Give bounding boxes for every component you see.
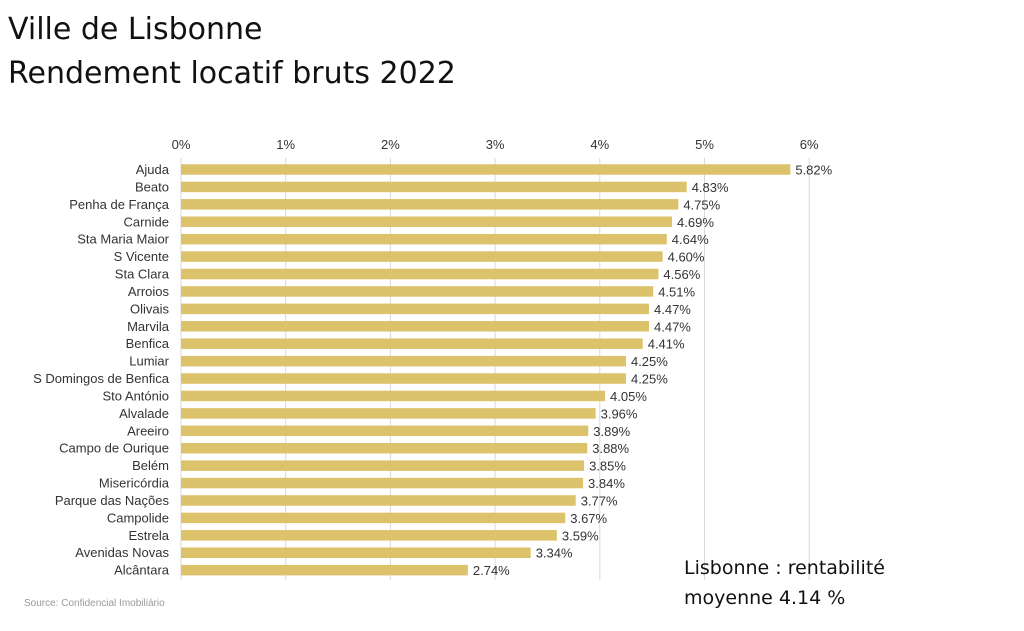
average-yield-note-line-2: moyenne 4.14 % [684, 587, 846, 609]
value-label: 4.47% [654, 302, 691, 317]
bar [181, 268, 659, 280]
value-label: 3.59% [562, 528, 599, 543]
bar [181, 495, 576, 506]
x-tick-label: 6% [800, 137, 819, 152]
value-label: 3.34% [536, 546, 573, 561]
category-label: S Domingos de Benfica [33, 371, 170, 386]
category-label: Areeiro [127, 423, 169, 438]
value-label: 4.41% [648, 337, 685, 352]
category-label: Beato [135, 179, 169, 194]
category-label: Ajuda [136, 162, 170, 177]
value-label: 4.83% [692, 180, 729, 195]
bar [181, 564, 468, 576]
bar [181, 373, 626, 384]
value-label: 4.25% [631, 354, 668, 369]
bar [181, 460, 585, 471]
value-label: 3.84% [588, 476, 625, 491]
category-label: Marvila [127, 319, 170, 334]
bar [181, 216, 673, 228]
value-label: 3.88% [592, 441, 629, 456]
value-label: 4.25% [631, 372, 668, 387]
bar [181, 547, 531, 558]
value-label: 5.82% [795, 163, 832, 178]
bar [181, 442, 588, 454]
average-yield-note-line-1: Lisbonne : rentabilité [684, 557, 885, 579]
category-label: Campolide [107, 510, 169, 525]
value-label: 3.85% [589, 459, 626, 474]
category-label: Alvalade [119, 406, 169, 421]
bar [181, 251, 663, 262]
category-label: Misericórdia [99, 476, 170, 491]
bar [181, 321, 650, 332]
x-tick-label: 3% [486, 137, 505, 152]
category-label: Belém [132, 458, 169, 473]
category-label: Penha de França [69, 197, 170, 212]
bar [181, 303, 650, 315]
value-label: 4.60% [668, 250, 705, 265]
category-label: Campo de Ourique [59, 441, 169, 456]
value-label: 4.47% [654, 319, 691, 334]
bar [181, 512, 566, 524]
value-label: 4.69% [677, 215, 714, 230]
value-label: 2.74% [473, 563, 510, 578]
value-label: 3.89% [593, 424, 630, 439]
category-label: Olivais [130, 301, 170, 316]
category-label: Arroios [128, 284, 170, 299]
bar [181, 164, 791, 175]
category-label: Sto António [103, 388, 170, 403]
x-tick-label: 5% [695, 137, 714, 152]
value-label: 4.56% [663, 267, 700, 282]
bar [181, 233, 667, 245]
bar [181, 199, 679, 210]
chart-title-line-1: Ville de Lisbonne [8, 12, 263, 47]
bar [181, 477, 584, 489]
chart-title-line-2: Rendement locatif bruts 2022 [8, 56, 456, 91]
value-label: 4.05% [610, 389, 647, 404]
average-yield-note: Lisbonne : rentabilité moyenne 4.14 % [684, 553, 885, 613]
category-label: Lumiar [129, 354, 169, 369]
category-label: S Vicente [114, 249, 169, 264]
category-label: Parque das Nações [55, 493, 170, 508]
x-tick-label: 1% [276, 137, 295, 152]
value-label: 3.96% [601, 406, 638, 421]
category-label: Sta Maria Maior [77, 232, 169, 247]
bar [181, 390, 606, 402]
bar [181, 355, 626, 367]
bar [181, 530, 557, 541]
category-label: Benfica [126, 336, 170, 351]
category-label: Carnide [123, 214, 169, 229]
category-label: Sta Clara [115, 267, 170, 282]
value-label: 3.67% [570, 511, 607, 526]
x-tick-label: 2% [381, 137, 400, 152]
x-tick-label: 0% [172, 137, 191, 152]
category-label: Alcântara [114, 563, 170, 578]
value-label: 4.75% [683, 197, 720, 212]
category-label: Estrela [129, 528, 170, 543]
category-label: Avenidas Novas [75, 545, 169, 560]
bar [181, 181, 687, 193]
value-label: 4.51% [658, 284, 695, 299]
value-label: 4.64% [672, 232, 709, 247]
bar [181, 286, 654, 297]
source-note: Source: Confidencial Imobiliário [24, 598, 165, 609]
bar [181, 425, 589, 437]
value-label: 3.77% [581, 493, 618, 508]
bar [181, 408, 596, 419]
bar [181, 338, 643, 349]
x-tick-label: 4% [590, 137, 609, 152]
